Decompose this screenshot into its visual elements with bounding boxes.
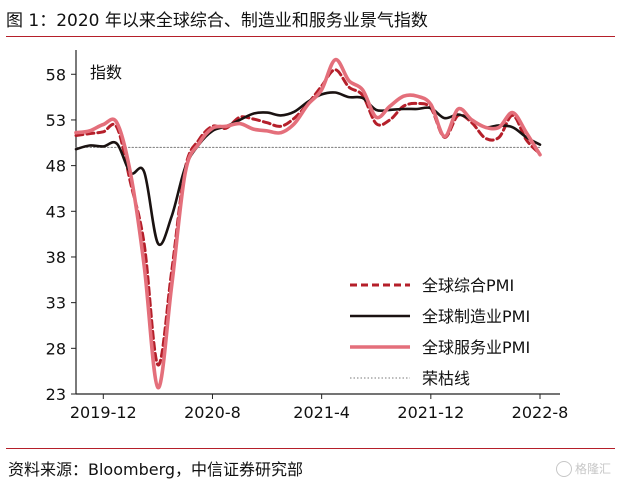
title-rule — [6, 36, 615, 37]
y-axis-label: 指数 — [90, 63, 122, 82]
chart-legend: 全球综合PMI 全球制造业PMI 全球服务业PMI 荣枯线 — [350, 276, 530, 388]
series-line-1 — [74, 91, 542, 247]
source-note: 资料来源：Bloomberg，中信证券研究部 — [8, 460, 304, 479]
y-tick-label: 23 — [46, 385, 66, 404]
legend-label-0: 全球综合PMI — [422, 276, 514, 295]
legend-label-3: 荣枯线 — [422, 369, 470, 388]
y-tick-label: 43 — [46, 202, 66, 221]
watermark-logo-icon — [555, 460, 572, 477]
y-tick-label: 48 — [46, 157, 66, 176]
y-tick-label: 28 — [46, 339, 66, 358]
y-tick-label: 58 — [46, 65, 66, 84]
figure-title: 图 1：2020 年以来全球综合、制造业和服务业景气指数 — [6, 11, 428, 31]
watermark-text: 格隆汇 — [574, 462, 611, 476]
y-tick-label: 38 — [46, 248, 66, 267]
x-tick-label: 2020-8 — [184, 403, 241, 422]
source-rule — [6, 448, 615, 449]
series-line-2 — [74, 57, 542, 390]
y-tick-label: 53 — [46, 111, 66, 130]
y-tick-label: 33 — [46, 294, 66, 313]
x-tick-label: 2021-4 — [293, 403, 350, 422]
watermark: 格隆汇 — [555, 460, 611, 477]
legend-label-1: 全球制造业PMI — [422, 307, 530, 326]
chart-series — [74, 57, 542, 390]
x-tick-label: 2019-12 — [70, 403, 137, 422]
x-tick-label: 2022-8 — [512, 403, 569, 422]
x-tick-label: 2021-12 — [397, 403, 464, 422]
legend-label-2: 全球服务业PMI — [422, 338, 530, 357]
